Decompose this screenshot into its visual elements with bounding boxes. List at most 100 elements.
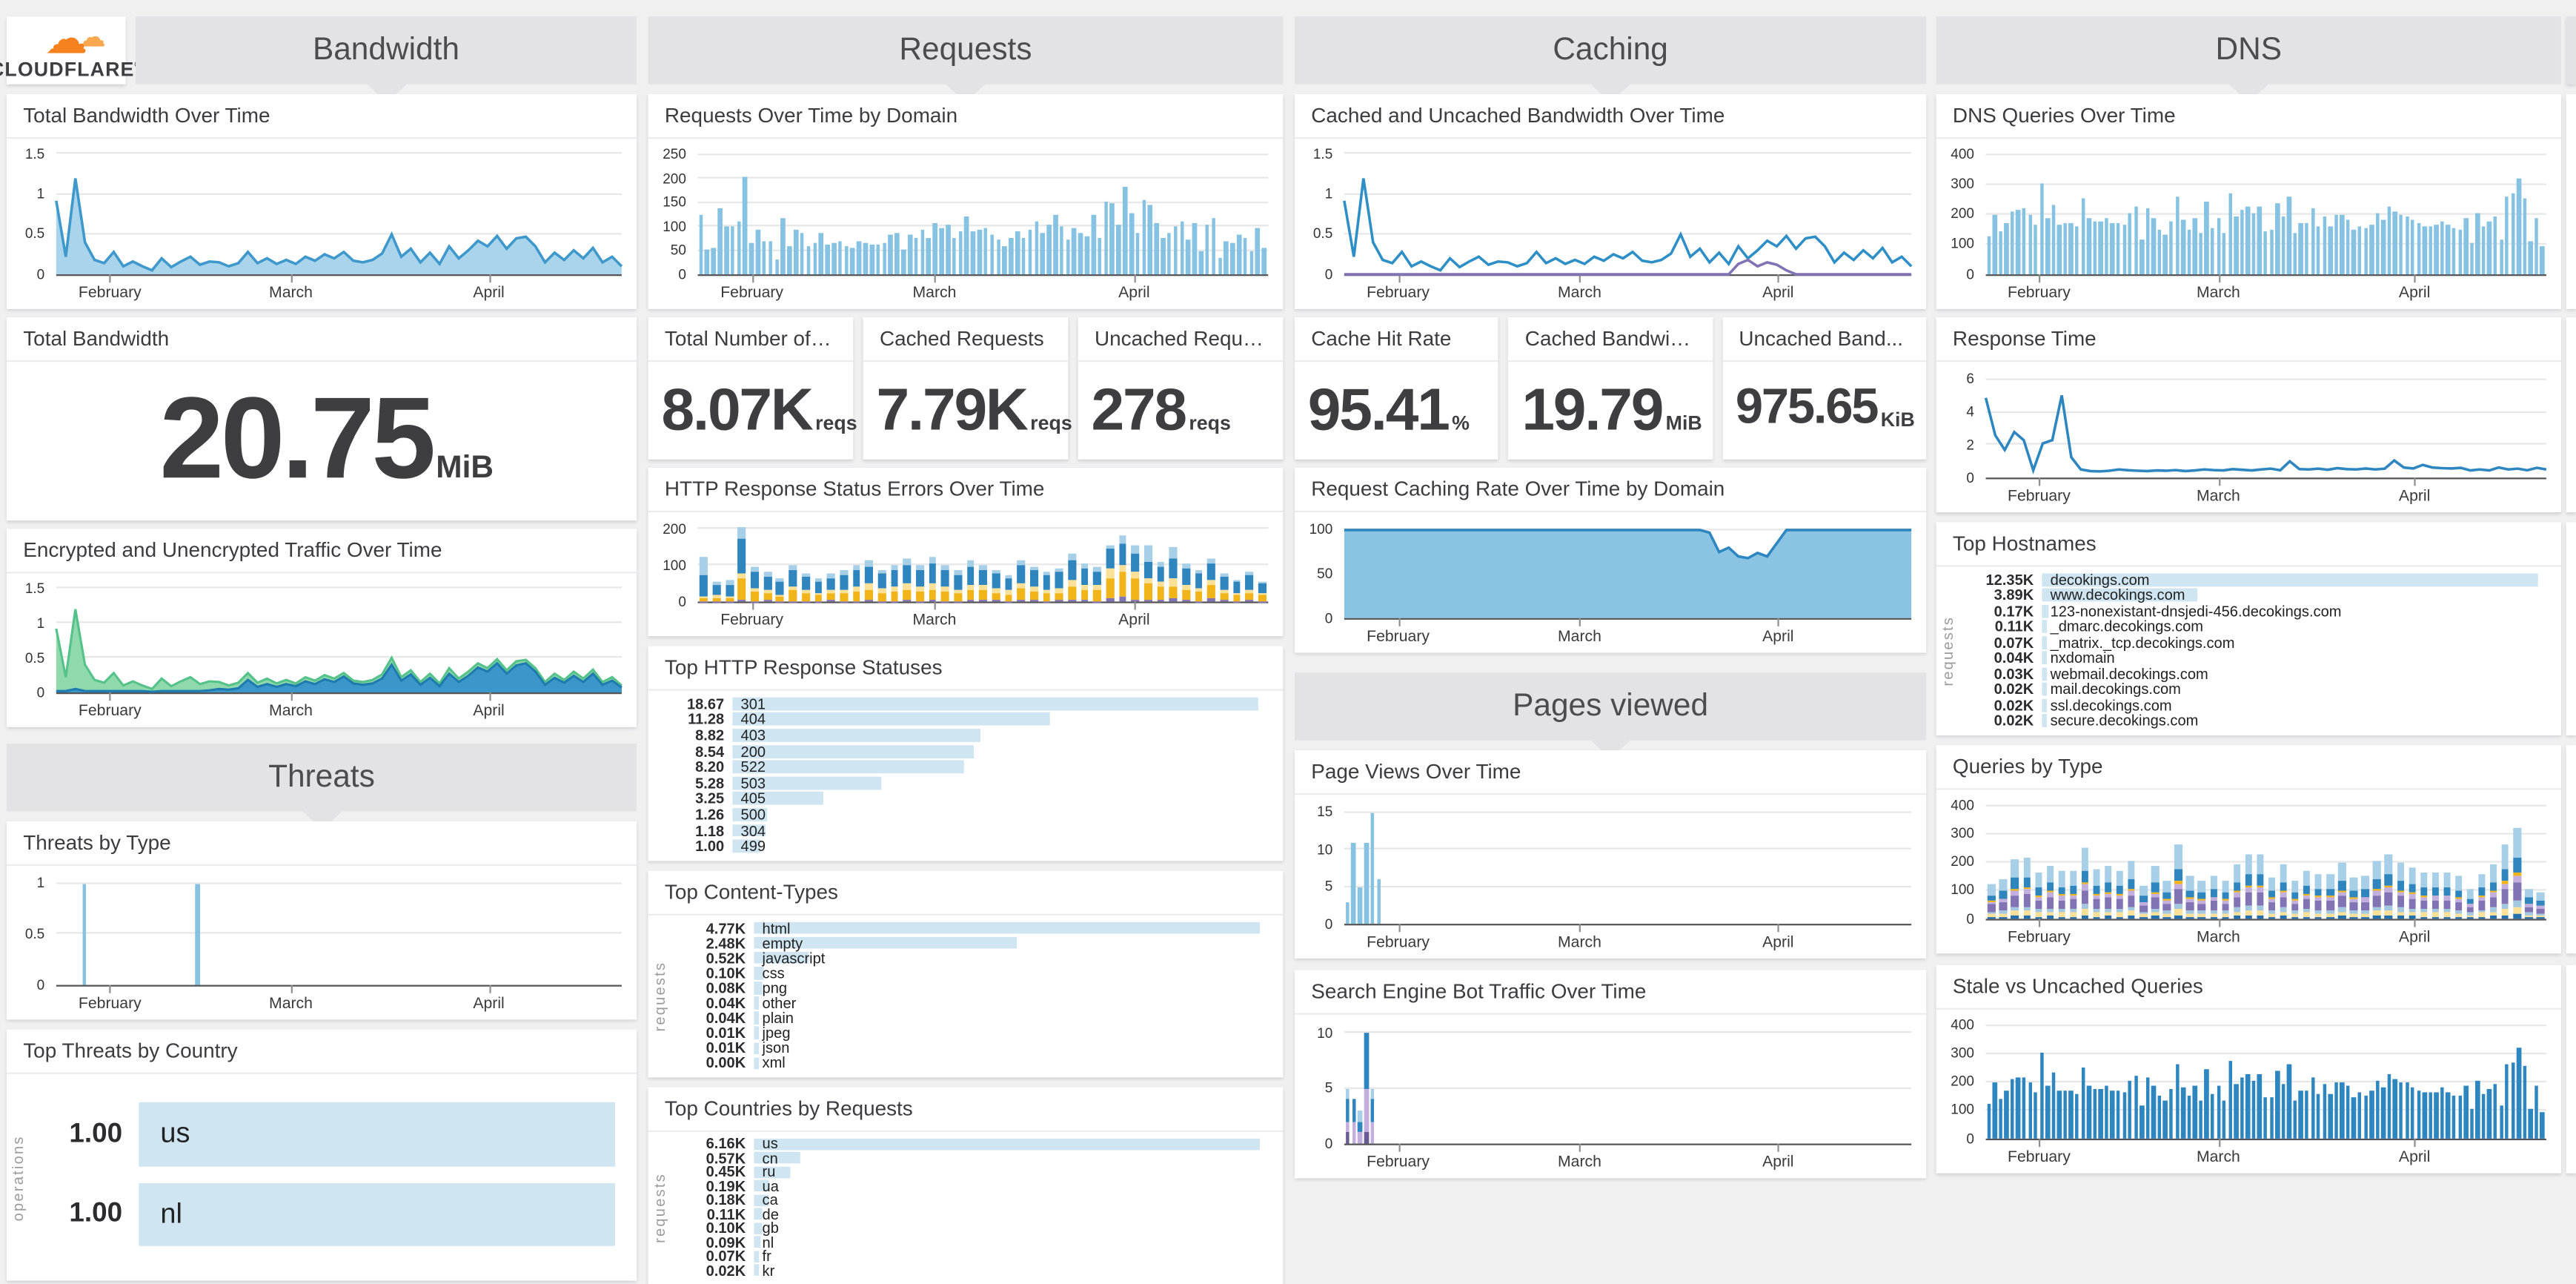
bar-segment[interactable] [2291,910,2299,914]
bar[interactable] [2463,219,2469,275]
bar[interactable] [2181,1087,2185,1139]
bar[interactable] [2075,1093,2079,1139]
bar-segment[interactable] [1143,546,1152,563]
bar-segment[interactable] [2022,887,2031,890]
bar-segment[interactable] [1156,567,1165,582]
bar[interactable] [2134,207,2138,275]
bar[interactable] [901,249,906,275]
bar[interactable] [2251,212,2256,275]
bar-segment[interactable] [2280,897,2288,908]
bar[interactable] [1084,236,1089,275]
bar[interactable] [2275,1071,2280,1139]
bar[interactable] [1992,214,1997,275]
bar-segment[interactable] [1169,546,1178,559]
requests-over-time-chart[interactable]: 0 50 100 150 200 250 February March April [648,139,1284,309]
bar[interactable] [2028,214,2032,275]
bar[interactable] [2175,1064,2180,1139]
bar-segment[interactable] [890,592,899,601]
bar[interactable] [2063,223,2068,275]
bar-segment[interactable] [2326,897,2334,901]
bar[interactable] [2116,1091,2121,1139]
bar-segment[interactable] [1156,600,1165,602]
bar-segment[interactable] [2478,913,2486,917]
hbar-row[interactable]: 0.04K other [677,995,1275,1011]
bar-segment[interactable] [2466,888,2474,899]
bar[interactable] [2051,1072,2056,1139]
bar[interactable] [2234,1084,2239,1139]
bar-segment[interactable] [2431,896,2440,901]
bar-segment[interactable] [2116,870,2124,887]
bar[interactable] [1123,186,1127,275]
bar[interactable] [2363,228,2368,275]
bar-segment[interactable] [1358,1121,1362,1133]
bar[interactable] [2034,225,2038,275]
bar-segment[interactable] [1106,549,1115,569]
bar[interactable] [983,228,989,275]
bar-segment[interactable] [1017,583,1026,589]
bar-segment[interactable] [1055,572,1063,589]
bar-segment[interactable] [1143,562,1152,579]
bar-segment[interactable] [2280,864,2288,882]
bar-segment[interactable] [1106,545,1115,549]
top-threats-by-country-list[interactable]: operations 1.00 us 1.00 nl [7,1074,637,1281]
hbar-row[interactable]: 18.67 301 [655,695,1275,712]
bar[interactable] [2045,1085,2050,1139]
bar[interactable] [2116,223,2121,275]
bar[interactable] [2092,222,2097,275]
bar[interactable] [2145,1076,2150,1139]
bar-segment[interactable] [2069,895,2077,900]
bar-segment[interactable] [763,572,771,576]
bar-segment[interactable] [852,600,860,602]
bar-segment[interactable] [1999,913,2008,917]
bar-segment[interactable] [2454,876,2463,890]
bar-segment[interactable] [2314,916,2323,919]
bar-segment[interactable] [2128,889,2136,891]
bar-segment[interactable] [2069,909,2077,913]
bar-segment[interactable] [1118,564,1127,572]
bar-segment[interactable] [2105,912,2112,916]
bar-segment[interactable] [2186,876,2194,890]
bar-segment[interactable] [2280,893,2288,898]
bar[interactable] [2269,230,2274,275]
bar-segment[interactable] [2256,875,2264,886]
bar-segment[interactable] [1093,600,1101,602]
bar-segment[interactable] [1131,599,1140,602]
bar[interactable] [1364,841,1369,924]
bar-segment[interactable] [2431,916,2440,919]
bar-segment[interactable] [2069,899,2077,910]
queries-by-type-chart[interactable]: 0 100 200 300 400 February March April [1936,790,2561,954]
bar-segment[interactable] [928,583,937,590]
bar-segment[interactable] [1370,1088,1375,1099]
bar-segment[interactable] [2221,880,2229,893]
bar-segment[interactable] [2174,844,2182,869]
bar-segment[interactable] [814,600,823,602]
bar[interactable] [920,230,925,275]
bar-segment[interactable] [725,600,734,602]
bar[interactable] [2363,1095,2368,1139]
bar-segment[interactable] [2326,896,2334,898]
bar[interactable] [2281,1084,2285,1139]
bar[interactable] [1236,234,1241,275]
bar-segment[interactable] [1169,586,1178,599]
bar[interactable] [2069,1090,2074,1139]
bar-segment[interactable] [738,527,746,539]
bar-segment[interactable] [2128,890,2136,896]
bar[interactable] [1002,245,1007,275]
bar[interactable] [2140,239,2144,275]
bar[interactable] [2086,1085,2091,1139]
bar-segment[interactable] [789,569,797,586]
bar-segment[interactable] [700,556,708,575]
bar[interactable] [1186,239,1191,275]
bar[interactable] [1078,233,1083,275]
bar-segment[interactable] [2011,888,2019,890]
bar[interactable] [2204,202,2209,275]
bar-segment[interactable] [1118,535,1127,543]
bar[interactable] [1103,201,1109,275]
bar-segment[interactable] [2186,910,2194,913]
bar[interactable] [2240,210,2244,275]
bar-segment[interactable] [2245,910,2252,916]
bar-segment[interactable] [1345,1088,1350,1099]
bar[interactable] [2540,245,2545,275]
bar[interactable] [2163,234,2168,275]
bar[interactable] [2039,1053,2044,1139]
